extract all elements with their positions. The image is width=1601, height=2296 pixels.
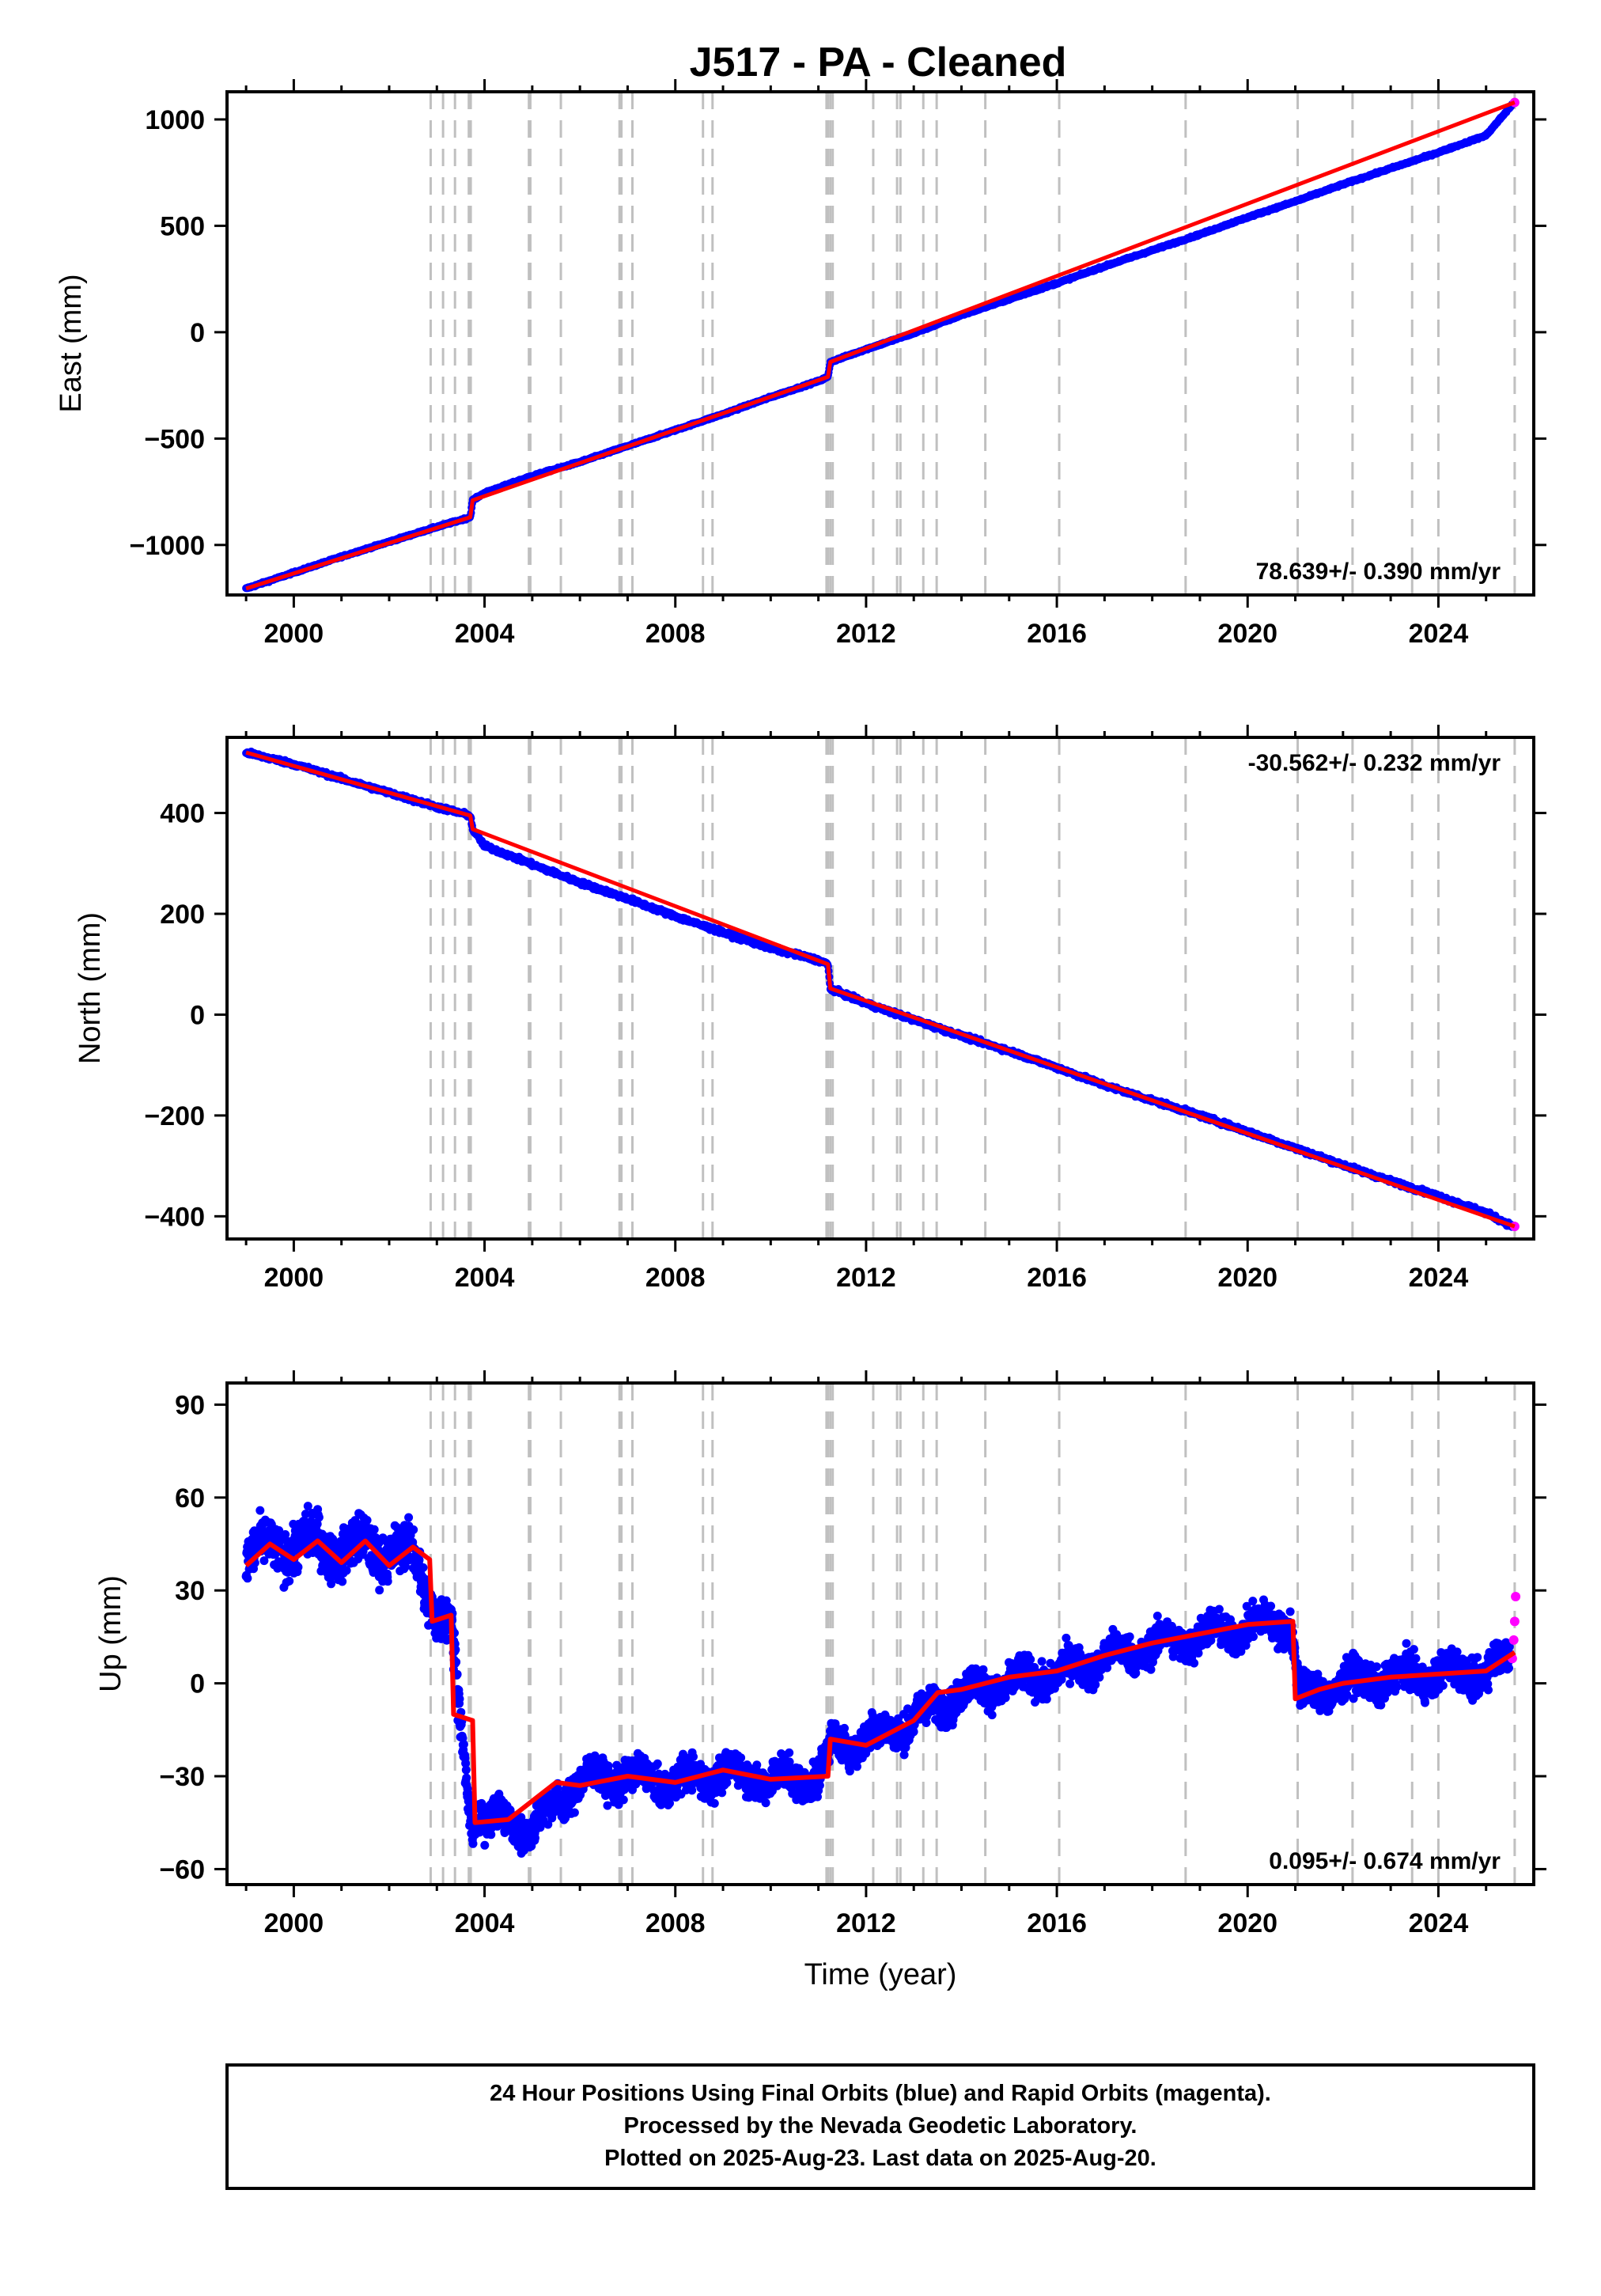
x-tick-label-2008: 2008	[645, 619, 706, 649]
panel-east: 2000 2004 2008 2012 2016 2020 2024 −1000 −500 0 50…	[55, 79, 1546, 649]
y-tick-label-500: 500	[160, 211, 205, 241]
x-tick-label-2000: 2000	[264, 1263, 324, 1293]
y-tick-label--200: −200	[144, 1101, 205, 1131]
y-tick-label-0: 0	[190, 318, 205, 348]
final-point-182	[293, 1563, 303, 1572]
x-tick-label-2016: 2016	[1027, 619, 1087, 649]
rate-annotation: -30.562+/- 0.232 mm/yr	[1248, 750, 1501, 776]
x-tick-label-2004: 2004	[455, 1263, 515, 1293]
x-tick-label-2024: 2024	[1409, 619, 1469, 649]
y-tick-label--400: −400	[144, 1202, 205, 1232]
chart-title: J517 - PA - Cleaned	[690, 40, 1067, 85]
y-axis-label: North (mm)	[74, 912, 107, 1064]
x-tick-label-2008: 2008	[645, 1263, 706, 1293]
y-tick-label-0: 0	[190, 1000, 205, 1030]
y-axis-label: East (mm)	[55, 274, 88, 412]
final-point-255	[314, 1513, 324, 1522]
x-tick-label-2012: 2012	[836, 619, 896, 649]
y-tick-label--1000: −1000	[130, 531, 206, 561]
x-tick-label-2004: 2004	[455, 619, 515, 649]
y-tick-label-200: 200	[160, 900, 205, 930]
final-point-5	[243, 1574, 252, 1583]
y-tick-label-1000: 1000	[145, 105, 205, 135]
y-tick-label--500: −500	[144, 424, 205, 454]
x-tick-label-2024: 2024	[1409, 1263, 1469, 1293]
x-tick-label-2016: 2016	[1027, 1263, 1087, 1293]
rate-annotation: 78.639+/- 0.390 mm/yr	[1256, 559, 1501, 585]
final-point-297	[327, 1579, 336, 1589]
x-tick-label-2012: 2012	[836, 1263, 896, 1293]
x-tick-label-2020: 2020	[1217, 619, 1277, 649]
x-tick-label-2020: 2020	[1217, 1263, 1277, 1293]
x-tick-label-2000: 2000	[264, 619, 324, 649]
final-point-151	[285, 1576, 294, 1586]
y-tick-label-400: 400	[160, 799, 205, 829]
final-point-49	[255, 1506, 265, 1515]
